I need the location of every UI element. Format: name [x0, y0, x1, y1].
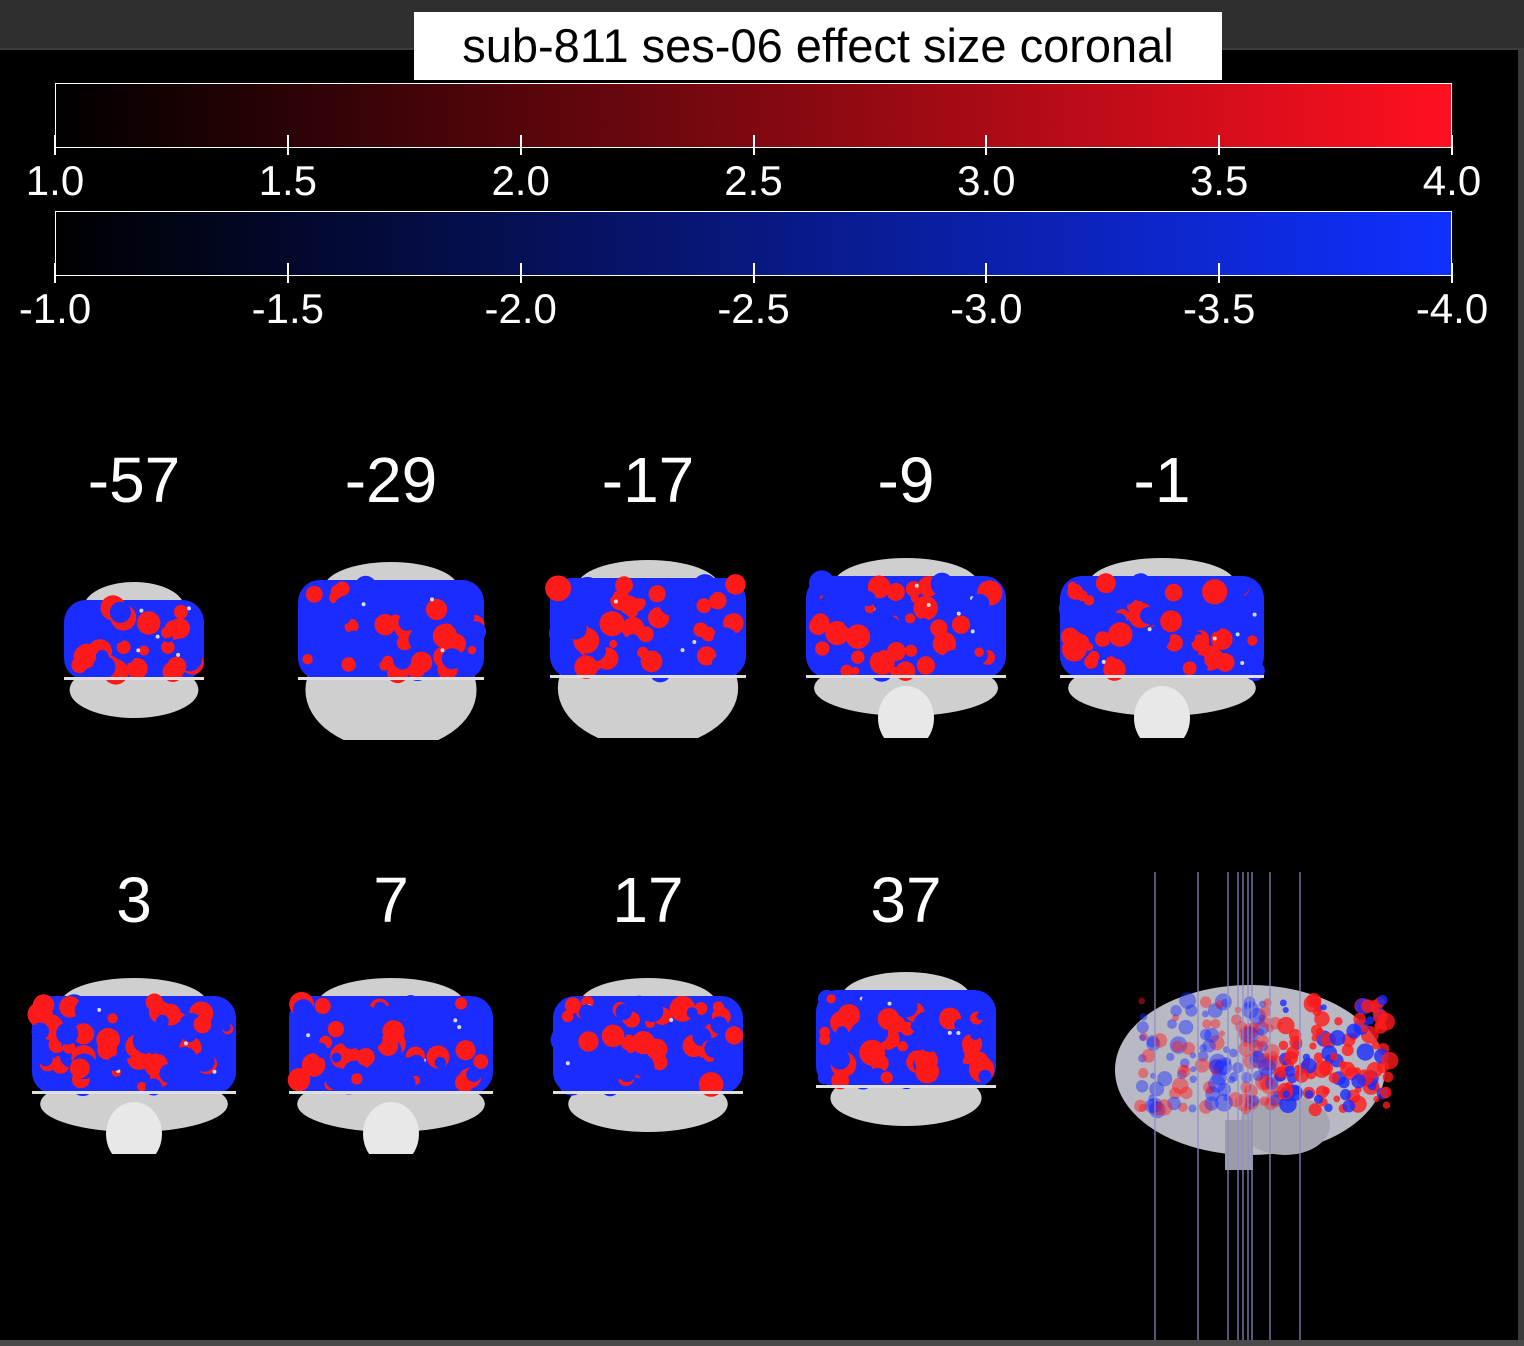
coronal-slice-image	[12, 966, 256, 1154]
slice-coordinate-label: -29	[344, 444, 438, 516]
negative-tick-label: -2.0	[484, 285, 557, 332]
positive-tick-label: 3.5	[1189, 157, 1249, 204]
negative-tick-mark	[1451, 263, 1453, 283]
negative-tick-label: -1.0	[18, 285, 92, 332]
coronal-slice-image	[533, 966, 763, 1154]
negative-tick-label: -3.5	[1182, 285, 1256, 332]
positive-tick-mark	[286, 135, 289, 155]
positive-tick-label: 1.5	[258, 157, 318, 204]
slice-coordinate-label: 3	[116, 864, 152, 936]
negative-tick-mark	[519, 263, 522, 283]
window-edge-right	[1518, 50, 1524, 1346]
positive-tick-mark	[985, 135, 988, 155]
negative-tick-mark	[54, 263, 56, 283]
negative-tick-mark	[1218, 263, 1221, 283]
figure-title: sub-811 ses-06 effect size coronal	[414, 12, 1222, 80]
window-edge-bottom	[0, 1340, 1524, 1346]
slice-coordinate-label: 7	[373, 864, 409, 936]
positive-tick-label: 1.0	[25, 157, 85, 204]
negative-tick-label: -2.5	[717, 285, 790, 332]
negative-tick-mark	[985, 263, 988, 283]
negative-tick-label: -3.0	[950, 285, 1023, 332]
negative-tick-mark	[752, 263, 755, 283]
brain-3d-render	[1100, 870, 1420, 1340]
slice-coordinate-label: -17	[601, 444, 695, 516]
positive-tick-label: 4.0	[1422, 157, 1482, 204]
coronal-slice-image	[278, 550, 504, 740]
negative-tick-mark	[286, 263, 289, 283]
coronal-slice-image	[269, 966, 513, 1154]
positive-tick-mark	[752, 135, 755, 155]
negative-tick-label: -4.0	[1415, 285, 1489, 332]
slice-coordinate-label: 37	[870, 864, 942, 936]
positive-tick-mark	[1218, 135, 1221, 155]
coronal-slice-image	[530, 548, 766, 738]
slice-coordinate-label: -57	[87, 444, 181, 516]
coronal-slice-image	[1040, 546, 1284, 738]
positive-tick-label: 2.5	[724, 157, 783, 204]
positive-tick-mark	[54, 135, 56, 155]
slice-coordinate-label: 17	[612, 864, 684, 936]
positive-tick-mark	[519, 135, 522, 155]
coronal-slice-image	[44, 570, 224, 740]
slice-coordinate-label: -9	[877, 444, 935, 516]
coronal-slice-image	[796, 960, 1016, 1148]
positive-tick-label: 2.0	[491, 157, 550, 204]
slice-coordinate-label: -1	[1133, 444, 1191, 516]
positive-tick-mark	[1451, 135, 1453, 155]
negative-tick-label: -1.5	[251, 285, 325, 332]
coronal-slice-image	[786, 546, 1026, 738]
positive-tick-label: 3.0	[957, 157, 1016, 204]
